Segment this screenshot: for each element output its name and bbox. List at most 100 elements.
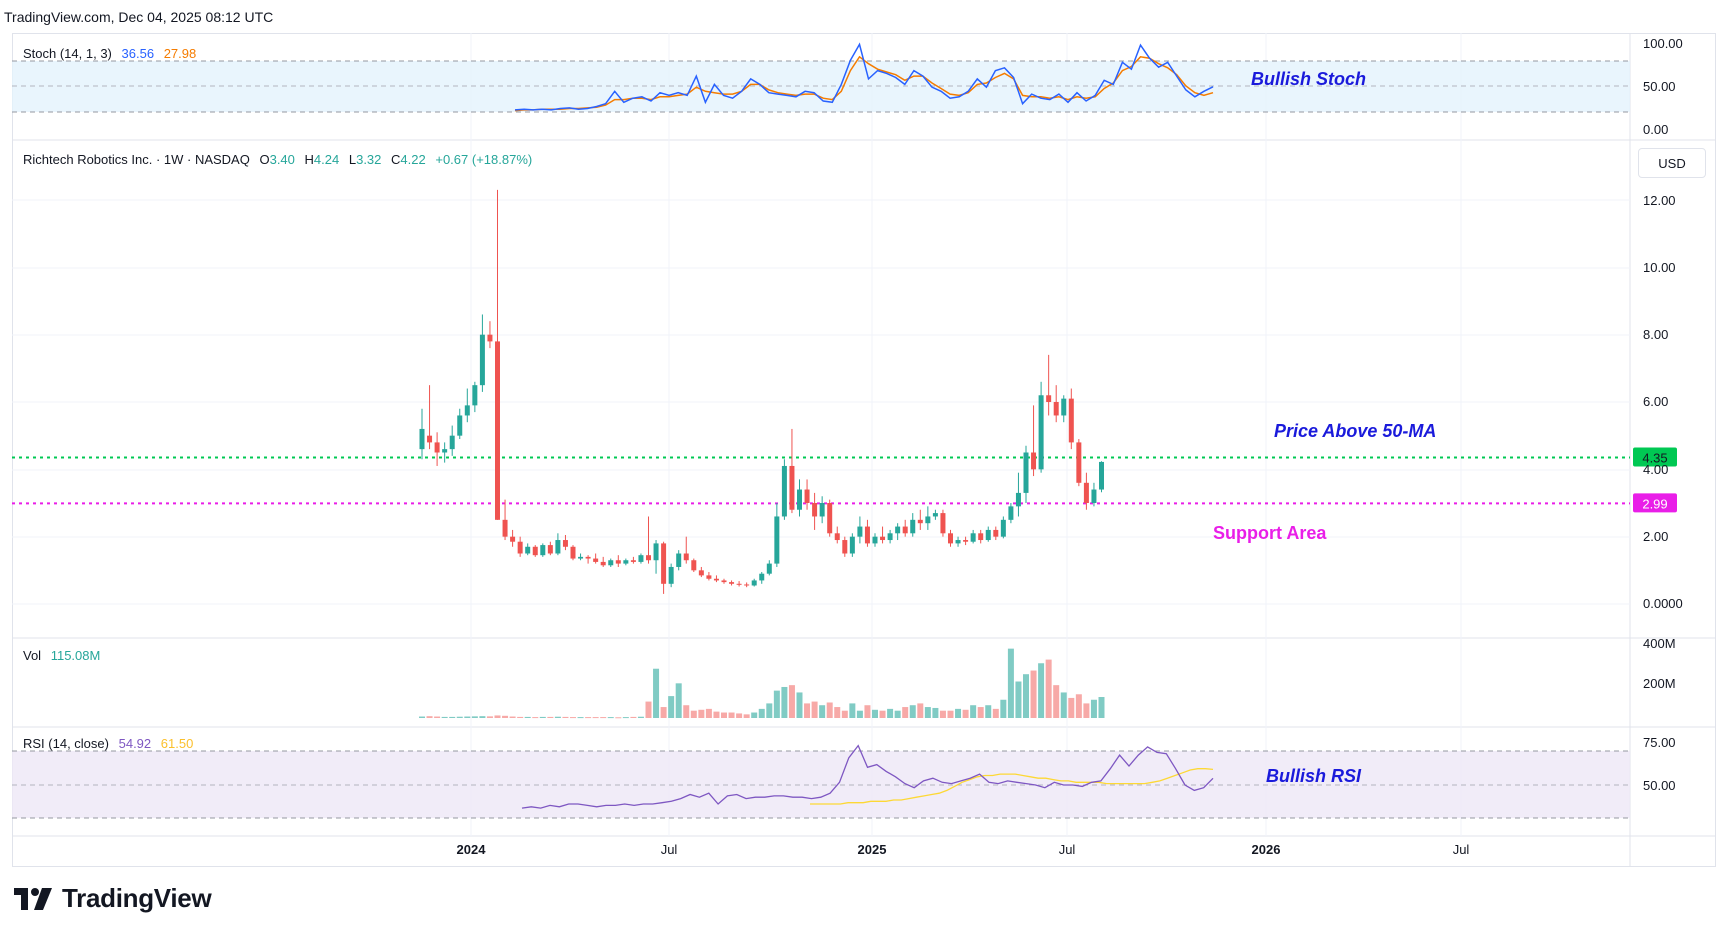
volume-bar: [668, 696, 675, 718]
candle-body: [804, 489, 810, 503]
volume-bar: [1045, 659, 1052, 718]
volume-bar: [615, 717, 622, 719]
price-change: +0.67 (+18.87%): [435, 152, 533, 167]
price-tick: 10.00: [1643, 260, 1676, 275]
candle-body: [706, 575, 712, 579]
volume-bar: [713, 711, 720, 718]
volume-bar: [471, 716, 478, 718]
volume-legend[interactable]: Vol 115.08M: [23, 648, 106, 663]
candle-body: [849, 536, 855, 554]
symbol-label: Richtech Robotics Inc. · 1W · NASDAQ: [23, 152, 250, 167]
candle-body: [864, 526, 870, 544]
candle-body: [729, 582, 735, 584]
volume-bar: [766, 703, 773, 718]
candle-body: [721, 580, 727, 583]
stoch-tick: 50.00: [1643, 79, 1676, 94]
candle-body: [902, 526, 908, 534]
volume-bar: [494, 715, 501, 718]
volume-bar: [879, 710, 886, 718]
candle-body: [857, 526, 863, 537]
candle-body: [593, 558, 599, 562]
candle-body: [638, 555, 644, 562]
chart-source-timestamp: TradingView.com, Dec 04, 2025 08:12 UTC: [4, 9, 274, 25]
svg-text:2.99: 2.99: [1642, 496, 1667, 511]
rsi-ma-value: 61.50: [160, 736, 194, 751]
volume-bar: [856, 710, 863, 718]
rsi-series: [521, 744, 1214, 809]
rsi-tick: 75.00: [1643, 735, 1676, 750]
volume-bar: [502, 715, 509, 718]
stoch-legend-label: Stoch (14, 1, 3): [23, 46, 112, 61]
candle-body: [834, 533, 840, 541]
volume-bar: [705, 708, 712, 718]
volume-bar: [872, 709, 878, 718]
stoch-d-value: 27.98: [163, 46, 197, 61]
candle-body: [525, 546, 531, 554]
volume-bar: [1060, 692, 1067, 718]
candle-body: [1031, 452, 1037, 470]
volume-bar: [509, 716, 516, 718]
candle-body: [472, 385, 478, 406]
rsi-legend[interactable]: RSI (14, close) 54.92 61.50: [23, 736, 199, 751]
volume-bar: [585, 717, 592, 719]
volume-bar: [577, 717, 584, 719]
candle-body: [948, 533, 953, 544]
currency-button[interactable]: USD: [1638, 148, 1706, 178]
candle-body: [1099, 461, 1104, 490]
rsi-value: 54.92: [118, 736, 152, 751]
rsi-tick: 50.00: [1643, 778, 1676, 793]
volume-bar: [592, 717, 599, 719]
support-area-annotation: Support Area: [1213, 523, 1327, 543]
volume-bar: [539, 716, 546, 718]
candle-body: [789, 465, 795, 510]
candle-body: [1015, 492, 1021, 507]
volume-bar: [811, 701, 818, 718]
candle-body: [940, 513, 946, 534]
volume-bar: [524, 716, 531, 718]
candle-body: [1083, 482, 1089, 503]
volume-bar: [1000, 699, 1007, 718]
volume-bar: [547, 716, 554, 718]
volume-bar: [924, 707, 931, 718]
candle-body: [781, 465, 787, 517]
volume-bar: [758, 708, 765, 718]
candle-body: [653, 543, 659, 561]
candle-body: [887, 533, 893, 541]
candle-body: [910, 519, 916, 534]
volume-bar: [1015, 681, 1022, 718]
volume-bar: [955, 708, 962, 718]
volume-bar: [1098, 697, 1105, 718]
volume-bar: [607, 717, 614, 719]
volume-series: [419, 648, 1105, 719]
candle-body: [578, 556, 584, 559]
ma-50-price-badge: 4.35: [1633, 447, 1677, 467]
volume-bar: [1075, 694, 1082, 718]
volume-bar: [637, 716, 644, 718]
candle-body: [555, 540, 561, 554]
main-legend[interactable]: Richtech Robotics Inc. · 1W · NASDAQ O3.…: [23, 152, 538, 167]
candle-body: [1068, 398, 1074, 443]
tradingview-logo[interactable]: TradingView: [14, 883, 212, 914]
volume-bar: [728, 712, 735, 718]
candle-body: [479, 334, 485, 386]
stoch-legend[interactable]: Stoch (14, 1, 3) 36.56 27.98: [23, 46, 202, 61]
time-tick: Jul: [1453, 842, 1470, 857]
candle-body: [630, 560, 636, 562]
candle-body: [517, 541, 523, 554]
support-price-badge: 2.99: [1633, 493, 1677, 513]
volume-axis: 400M 200M: [1643, 636, 1676, 691]
ohlc-open: O3.40: [259, 152, 295, 167]
price-axis: 12.00 10.00 8.00 6.00 4.00 2.00 0.0000: [1643, 193, 1683, 611]
rsi-ma-line: [810, 768, 1214, 805]
volume-bar: [743, 714, 750, 718]
candle-body: [646, 555, 651, 561]
candle-body: [442, 449, 448, 453]
volume-bar: [819, 705, 826, 718]
candle-body: [502, 519, 508, 537]
volume-bar: [554, 716, 561, 718]
volume-bar: [426, 716, 433, 718]
candle-body: [1053, 402, 1059, 416]
stoch-series: [514, 42, 1214, 112]
chart-frame: [12, 33, 1716, 867]
